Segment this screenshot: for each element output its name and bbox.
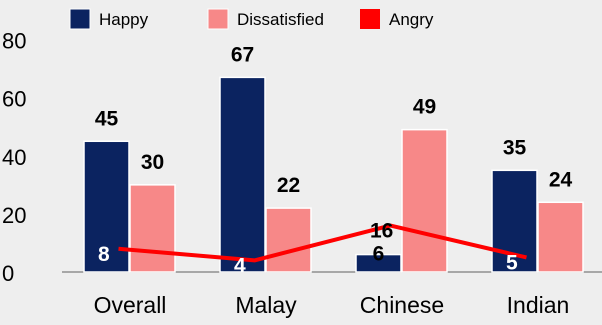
legend-item-dissatisfied: Dissatisfied (207, 8, 324, 30)
bar-dissatisfied-indian (537, 201, 584, 273)
bar-happy-chinese (355, 253, 402, 273)
legend-label: Happy (99, 10, 149, 29)
legend: Happy Dissatisfied Angry (69, 8, 434, 30)
line-angry (118, 223, 527, 263)
bars (83, 76, 584, 273)
data-label-dissatisfied-overall: 30 (141, 151, 164, 174)
y-tick-label: 40 (2, 145, 26, 170)
data-label-dissatisfied-indian: 24 (549, 168, 573, 191)
x-tick-label: Malay (235, 292, 297, 318)
data-label-angry-malay: 4 (234, 254, 246, 277)
y-tick-label: 0 (2, 261, 14, 286)
line-series (118, 223, 527, 263)
x-tick-label: Chinese (360, 292, 444, 318)
bar-dissatisfied-overall (129, 184, 176, 273)
y-tick-label: 20 (2, 203, 26, 228)
x-tick-label: Overall (94, 292, 167, 318)
bar-dissatisfied-malay (265, 207, 312, 273)
data-label-happy-indian: 35 (503, 136, 527, 159)
data-labels: 45 30 67 22 6 49 35 24 8 4 16 5 (95, 43, 573, 277)
data-label-happy-malay: 67 (231, 43, 254, 66)
y-axis: 0 20 40 60 80 (2, 29, 26, 286)
data-label-angry-indian: 5 (506, 251, 518, 274)
bar-happy-malay (219, 76, 266, 273)
y-tick-label: 80 (2, 29, 26, 54)
legend-label: Dissatisfied (237, 10, 324, 29)
x-axis: Overall Malay Chinese Indian (94, 292, 570, 318)
legend-item-happy: Happy (69, 8, 149, 30)
bar-dissatisfied-chinese (401, 128, 448, 273)
legend-swatch (207, 8, 229, 30)
legend-item-angry: Angry (360, 9, 434, 29)
data-label-happy-chinese: 6 (373, 243, 385, 266)
y-tick-label: 60 (2, 87, 26, 112)
data-label-angry-overall: 8 (98, 243, 110, 266)
legend-swatch (360, 9, 380, 29)
data-label-dissatisfied-chinese: 49 (413, 96, 436, 119)
data-label-angry-chinese: 16 (370, 220, 393, 243)
data-label-happy-overall: 45 (95, 107, 119, 130)
data-label-dissatisfied-malay: 22 (277, 174, 300, 197)
x-tick-label: Indian (507, 292, 570, 318)
legend-swatch (69, 8, 91, 30)
legend-label: Angry (389, 10, 434, 29)
